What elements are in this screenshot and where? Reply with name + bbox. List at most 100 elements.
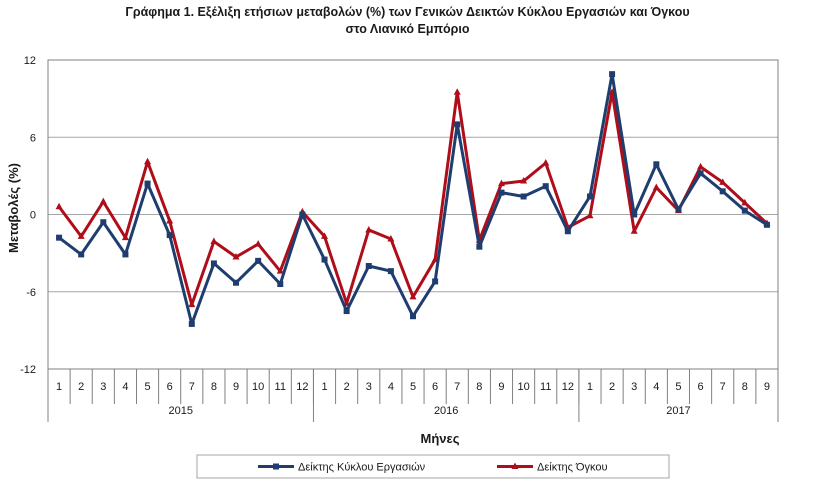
x-tick-label: 2 <box>344 381 350 393</box>
data-point <box>631 211 638 218</box>
data-point <box>542 159 550 166</box>
data-point <box>763 221 770 228</box>
data-point <box>387 268 394 275</box>
data-point <box>77 232 85 239</box>
data-point <box>520 177 528 184</box>
legend-swatch-marker <box>511 462 519 469</box>
x-tick-label: 5 <box>410 381 416 393</box>
data-point <box>166 216 174 224</box>
x-tick-label: 1 <box>321 381 327 393</box>
y-tick-label: 12 <box>24 55 36 67</box>
data-point <box>697 170 704 177</box>
data-point <box>609 71 616 78</box>
year-label: 2015 <box>168 405 192 417</box>
x-tick-label: 6 <box>167 381 173 393</box>
data-point <box>55 202 63 210</box>
y-tick-labels: 12 6 0 -6 -12 <box>20 55 36 376</box>
series-group <box>55 71 771 327</box>
data-point <box>299 211 306 218</box>
legend-box <box>196 454 670 479</box>
x-tick-label: 1 <box>56 381 62 393</box>
y-axis-label: Μεταβολές (%) <box>6 163 21 253</box>
axes <box>47 59 779 422</box>
data-point <box>121 233 129 241</box>
legend-label: Δείκτης Κύκλου Εργασιών <box>298 462 426 474</box>
x-tick-label: 8 <box>211 381 217 393</box>
y-tick-label: -6 <box>26 287 36 299</box>
x-tick-label: 7 <box>189 381 195 393</box>
x-tick-label: 4 <box>653 381 659 393</box>
data-point <box>675 206 682 213</box>
chart-title-line-2: στο Λιανικό Εμπόριο <box>345 22 470 36</box>
data-point <box>254 240 262 247</box>
x-tick-label: 10 <box>252 381 264 393</box>
data-point <box>255 257 262 264</box>
data-point <box>321 256 328 263</box>
chart-title: Γράφημα 1. Εξέλιξη ετήσιων μεταβολών (%)… <box>0 4 815 38</box>
data-point <box>409 292 417 300</box>
data-point <box>144 157 152 165</box>
data-point <box>741 207 748 214</box>
y-tick-label: 6 <box>30 132 36 144</box>
data-point <box>276 267 284 274</box>
chart-title-line-1: Γράφημα 1. Εξέλιξη ετήσιων μεταβολών (%)… <box>125 5 690 19</box>
data-point <box>166 232 173 239</box>
data-point <box>564 228 571 235</box>
data-point <box>78 251 85 258</box>
data-point <box>144 180 151 187</box>
series-line <box>58 72 768 326</box>
x-tick-label: 5 <box>675 381 681 393</box>
x-tick-label: 3 <box>366 381 372 393</box>
x-tick-label: 5 <box>144 381 150 393</box>
year-label: 2016 <box>434 405 458 417</box>
x-tick-label: 8 <box>476 381 482 393</box>
data-point <box>476 243 483 250</box>
x-tick-label: 3 <box>100 381 106 393</box>
data-point <box>56 234 63 241</box>
x-tick-label: 1 <box>587 381 593 393</box>
x-tick-label: 4 <box>388 381 394 393</box>
data-point <box>232 252 240 260</box>
x-tick-label: 4 <box>122 381 128 393</box>
legend-label: Δείκτης Όγκου <box>537 462 608 474</box>
y-tick-label: -12 <box>20 364 36 376</box>
data-point <box>233 279 240 286</box>
data-point <box>210 260 217 267</box>
data-point <box>719 178 727 185</box>
data-point <box>741 198 749 206</box>
data-point <box>498 189 505 196</box>
data-point <box>497 179 505 187</box>
x-tick-label: 3 <box>631 381 637 393</box>
data-point <box>432 278 439 285</box>
data-point <box>697 162 705 170</box>
x-tick-label: 8 <box>742 381 748 393</box>
data-point <box>188 300 196 308</box>
x-tick-label: 12 <box>296 381 308 393</box>
x-tick-label: 11 <box>275 381 286 393</box>
data-point <box>210 237 218 245</box>
x-tick-label: 6 <box>432 381 438 393</box>
legend: Δείκτης Κύκλου Εργασιών Δείκτης Όγκου <box>196 454 670 479</box>
data-point <box>653 161 660 168</box>
data-point <box>100 219 107 226</box>
legend-swatch-marker <box>273 463 279 470</box>
x-tick-label: 9 <box>764 381 770 393</box>
y-tick-label: 0 <box>30 210 36 222</box>
series-line <box>57 90 768 307</box>
data-point <box>343 308 350 315</box>
data-point <box>719 188 726 195</box>
data-point <box>122 251 129 258</box>
data-point <box>454 121 461 128</box>
data-point <box>99 197 107 205</box>
data-point <box>586 193 593 200</box>
x-tick-label: 11 <box>540 381 551 393</box>
data-point <box>520 193 527 200</box>
gridlines <box>48 59 778 370</box>
data-point <box>387 234 395 242</box>
x-tick-label: 7 <box>454 381 460 393</box>
year-label: 2017 <box>666 405 690 417</box>
x-tick-labels: 1 2 3 4 5 6 7 8 9 10 11 12 1 2 3 4 5 6 7 8 9 10 11 12 1 2 3 4 5 6 7 8 92… <box>56 381 770 417</box>
x-tick-label: 9 <box>233 381 239 393</box>
data-point <box>188 320 195 327</box>
